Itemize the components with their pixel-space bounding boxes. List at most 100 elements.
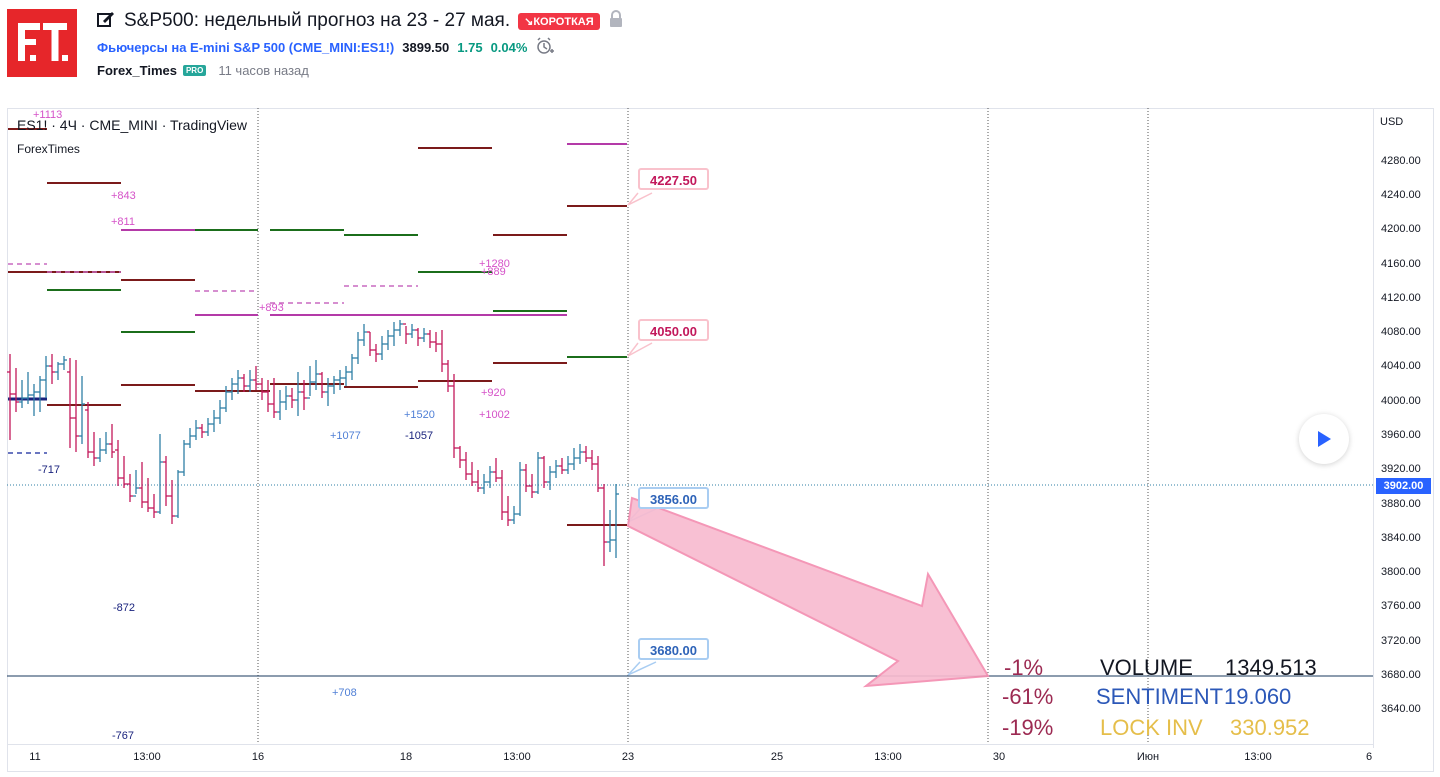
y-tick: 3760.00 [1381, 600, 1421, 612]
annotation: +889 [481, 266, 506, 278]
x-tick: 13:00 [133, 751, 161, 763]
forextimes-logo[interactable] [7, 9, 77, 77]
price-callout-3680[interactable]: 3680.00 [638, 638, 709, 660]
price-bar [247, 370, 253, 392]
annotation: +920 [481, 387, 506, 399]
y-tick: 3920.00 [1381, 463, 1421, 475]
price-bar [583, 446, 589, 462]
price-bar [121, 456, 127, 488]
short-badge: ↘КОРОТКАЯ [518, 12, 600, 30]
time-axis[interactable] [7, 744, 1373, 773]
price-bar [481, 474, 487, 494]
price-bar [361, 324, 367, 346]
price-bar [529, 474, 535, 498]
price-bar [493, 458, 499, 482]
price-bar [151, 494, 157, 518]
price-bar [13, 368, 19, 412]
price-bar [391, 322, 397, 346]
price-bar [385, 330, 391, 350]
x-tick: 13:00 [1244, 751, 1272, 763]
annotation: +843 [111, 190, 136, 202]
price-bar [409, 324, 415, 338]
x-tick: 25 [770, 751, 784, 763]
stat-label-volume: VOLUME [1100, 655, 1193, 680]
stat-pct-lock: -19% [1002, 715, 1054, 740]
stat-label-lock: LOCK INV [1100, 715, 1203, 740]
price-axis[interactable] [1373, 108, 1435, 748]
price-bar [319, 372, 325, 398]
price-callout-3856[interactable]: 3856.00 [638, 487, 709, 509]
price-bar [589, 450, 595, 470]
price-bar [535, 452, 541, 494]
price-bar [355, 332, 361, 364]
y-tick: 4200.00 [1381, 223, 1421, 235]
price-bar [265, 380, 271, 412]
price-bar [373, 344, 379, 362]
price-bar [73, 360, 79, 452]
price-bar [289, 388, 295, 408]
price-bar [505, 496, 511, 526]
y-tick: 4280.00 [1381, 155, 1421, 167]
price-bar [259, 378, 265, 400]
annotation: +811 [111, 216, 135, 228]
stat-value-lock: 330.952 [1230, 715, 1310, 740]
price-bar [175, 470, 181, 518]
price-callout-4227[interactable]: 4227.50 [638, 168, 709, 190]
stat-label-sentiment: SENTIMENT [1096, 684, 1224, 709]
green-levels [47, 229, 627, 358]
y-tick: 4120.00 [1381, 292, 1421, 304]
alarm-clock-icon[interactable] [535, 36, 555, 58]
currency-label: USD [1380, 116, 1404, 128]
price-bar [37, 376, 43, 412]
price-bar [133, 470, 139, 497]
maroon-levels [8, 128, 627, 526]
symbol-change-pct: 0.04% [490, 39, 528, 55]
price-bar [223, 386, 229, 412]
y-tick: 3680.00 [1381, 669, 1421, 681]
chart-frame[interactable] [7, 108, 1434, 772]
price-bar [331, 376, 337, 394]
published-time: 11 часов назад [218, 62, 309, 78]
idea-icon [96, 9, 116, 34]
y-tick: 3640.00 [1381, 703, 1421, 715]
annotation: -1057 [405, 430, 434, 442]
price-bar [427, 330, 433, 348]
price-bar [193, 420, 199, 440]
price-bar [103, 432, 109, 454]
price-bar [79, 376, 85, 444]
y-tick: 4000.00 [1381, 395, 1421, 407]
price-bar [145, 478, 151, 512]
price-callout-4050[interactable]: 4050.00 [638, 319, 709, 341]
price-bar [235, 370, 241, 394]
price-bar [421, 328, 427, 342]
price-bar [49, 354, 55, 384]
price-bar [181, 440, 187, 476]
price-bar [109, 424, 115, 458]
x-tick: 16 [251, 751, 265, 763]
idea-title-row: S&P500: недельный прогноз на 23 - 27 мая… [96, 9, 624, 34]
forecast-arrow [626, 496, 990, 688]
price-bar [187, 428, 193, 448]
y-tick: 3720.00 [1381, 635, 1421, 647]
stat-value-volume: 1349.513 [1225, 655, 1317, 680]
price-bar [91, 432, 97, 466]
price-bar [469, 462, 475, 486]
price-bar [229, 378, 235, 400]
price-bar [439, 330, 445, 372]
stat-pct-volume: -1% [1004, 655, 1044, 680]
symbol-link[interactable]: Фьючерсы на E-mini S&P 500 (CME_MINI:ES1… [97, 39, 395, 55]
price-bar [523, 464, 529, 492]
play-replay-button[interactable] [1299, 414, 1349, 464]
price-bar [97, 438, 103, 462]
symbol-row: Фьючерсы на E-mini S&P 500 (CME_MINI:ES1… [97, 36, 555, 58]
price-bar [499, 470, 505, 520]
author-name[interactable]: Forex_Times [97, 62, 177, 78]
price-bar [577, 444, 583, 464]
price-bar [397, 320, 403, 336]
chart-legend: ES1! · 4Ч · CME_MINI · TradingView [17, 117, 248, 133]
symbol-price: 3899.50 [402, 39, 450, 55]
price-bar [85, 402, 91, 458]
magenta-levels [121, 143, 627, 316]
y-tick: 4040.00 [1381, 360, 1421, 372]
